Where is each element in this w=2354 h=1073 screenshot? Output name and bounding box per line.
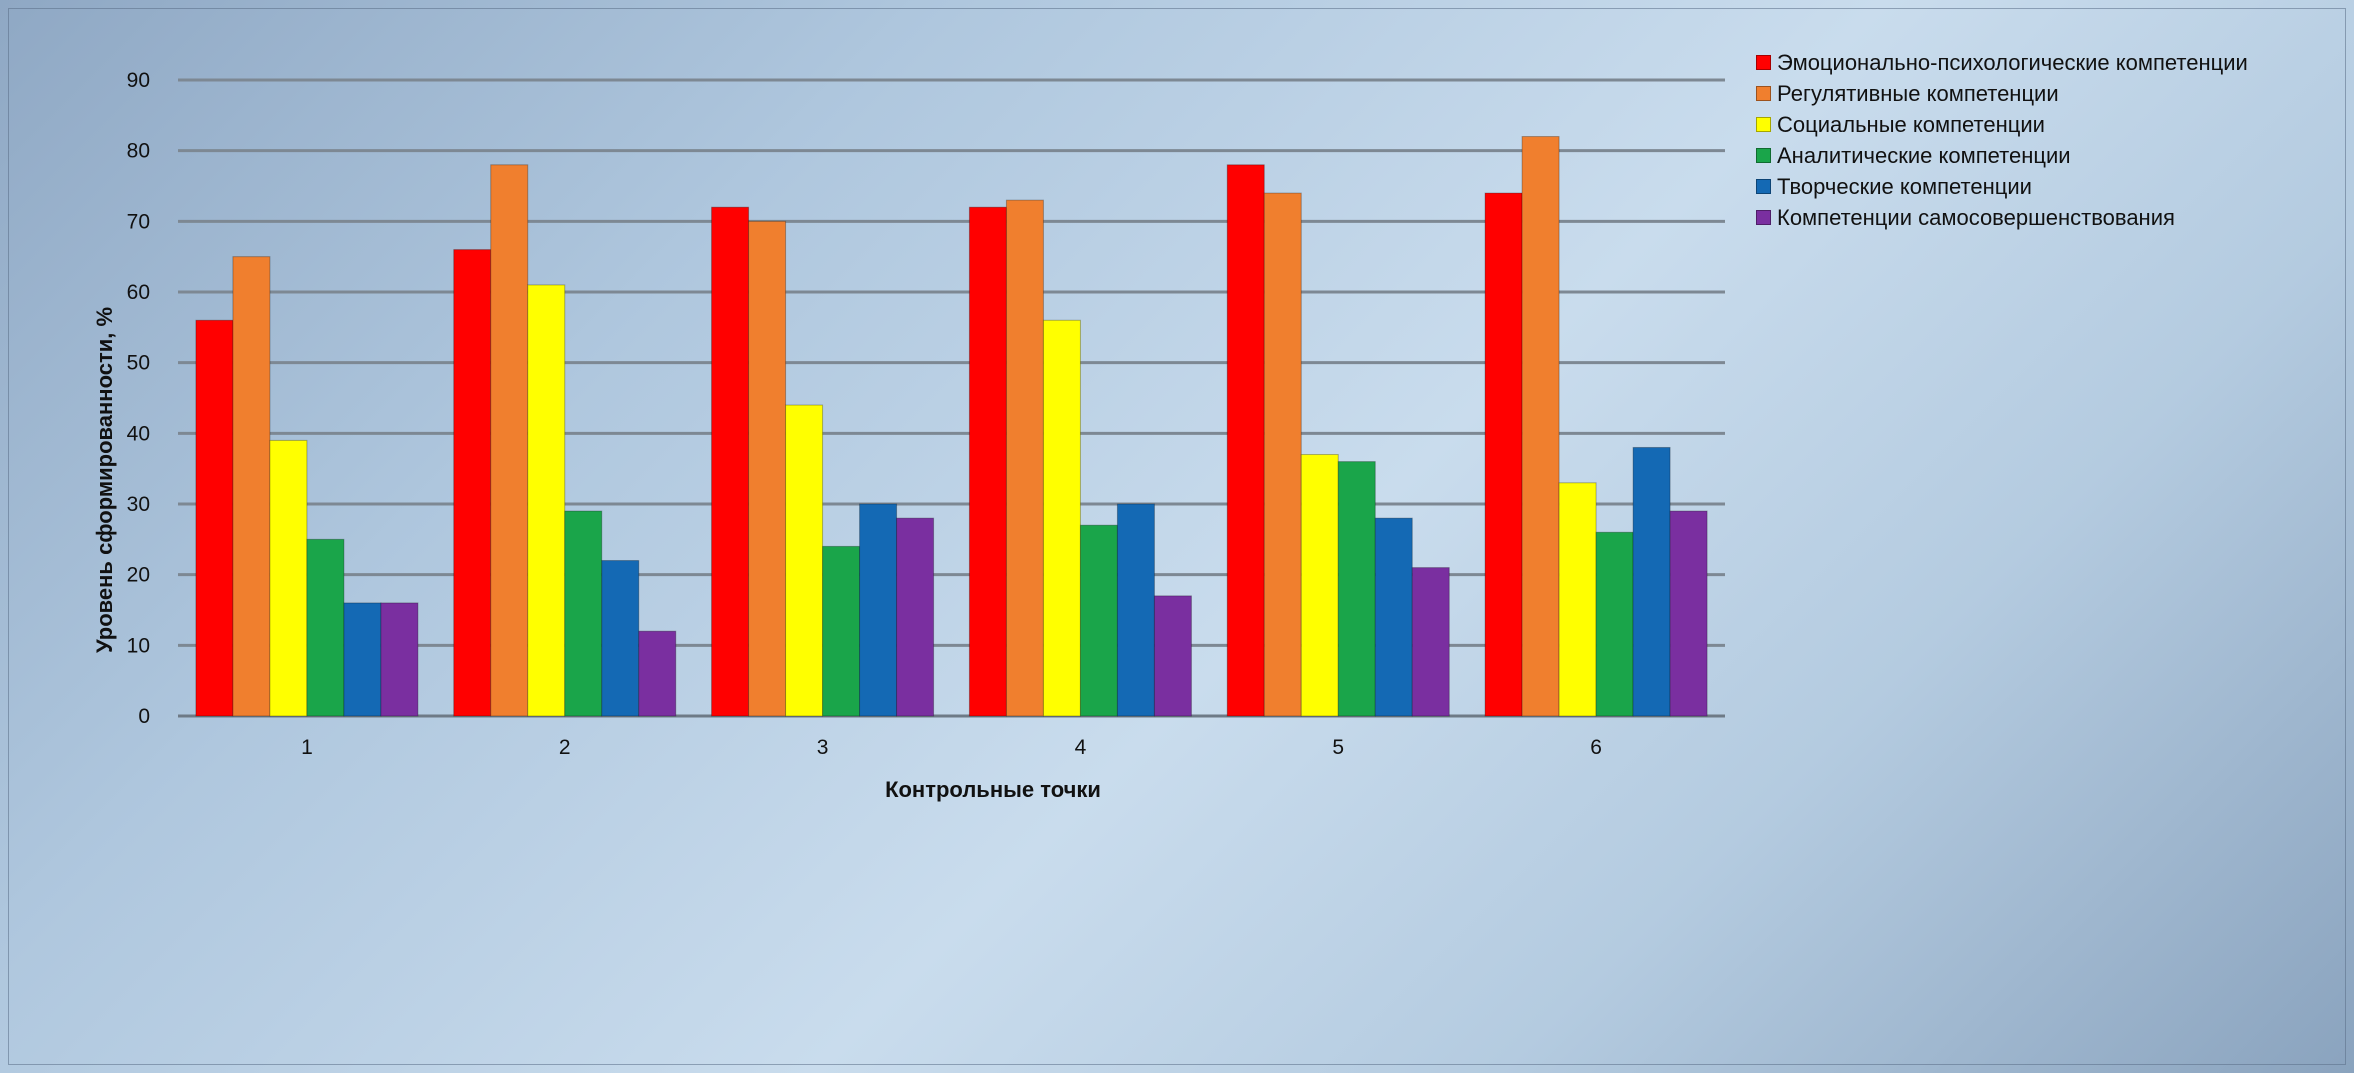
chart-frame <box>8 8 2346 1065</box>
bar <box>822 545 861 717</box>
y-tick-label: 50 <box>127 352 150 375</box>
x-tick-labels: 1 2 3 4 5 6 <box>301 736 1602 759</box>
legend-swatch <box>1756 86 1771 101</box>
bar <box>380 602 419 717</box>
x-tick-label: 2 <box>559 736 571 759</box>
legend-item: Творческие компетенции <box>1756 174 2316 199</box>
x-tick-label: 4 <box>1075 736 1087 759</box>
bar <box>601 560 640 717</box>
legend-label: Эмоционально-психологические компетенции <box>1777 50 2248 75</box>
bar <box>490 164 529 717</box>
bar <box>195 319 234 717</box>
legend-label: Социальные компетенции <box>1777 112 2045 137</box>
bar <box>711 206 750 717</box>
y-tick-label: 40 <box>127 422 150 445</box>
bar <box>1153 595 1192 717</box>
bars <box>195 136 1708 717</box>
bar <box>1079 524 1118 717</box>
bar <box>343 602 382 717</box>
bar <box>968 206 1007 717</box>
legend-swatch <box>1756 55 1771 70</box>
bar <box>527 284 566 717</box>
legend-label: Регулятивные компетенции <box>1777 81 2059 106</box>
bar <box>638 630 677 717</box>
legend: Эмоционально-психологические компетенции… <box>1756 50 2316 236</box>
y-tick-label: 90 <box>127 69 150 92</box>
bar <box>1042 319 1081 717</box>
x-tick-label: 1 <box>301 736 313 759</box>
legend-swatch <box>1756 117 1771 132</box>
legend-swatch <box>1756 179 1771 194</box>
legend-item: Регулятивные компетенции <box>1756 81 2316 106</box>
y-axis-title: Уровень сформированности, % <box>92 307 117 653</box>
legend-label: Творческие компетенции <box>1777 174 2032 199</box>
bar <box>1337 461 1376 717</box>
legend-swatch <box>1756 210 1771 225</box>
bar <box>1300 454 1339 717</box>
bar <box>1595 531 1634 717</box>
bar <box>269 439 308 717</box>
y-tick-label: 0 <box>138 705 150 728</box>
y-tick-label: 60 <box>127 281 150 304</box>
bar <box>1484 192 1523 717</box>
bar <box>1521 136 1560 717</box>
legend-item: Эмоционально-психологические компетенции <box>1756 50 2316 75</box>
bar <box>453 249 492 717</box>
bar <box>232 256 271 717</box>
bar <box>1411 567 1450 717</box>
legend-label: Аналитические компетенции <box>1777 143 2071 168</box>
legend-swatch <box>1756 148 1771 163</box>
gridlines <box>178 78 1725 718</box>
x-axis-title: Контрольные точки <box>885 777 1101 802</box>
x-tick-label: 5 <box>1332 736 1344 759</box>
legend-item: Социальные компетенции <box>1756 112 2316 137</box>
bar <box>306 538 345 717</box>
bar <box>1263 192 1302 717</box>
bar <box>859 503 898 717</box>
y-tick-label: 10 <box>127 634 150 657</box>
bar <box>1558 482 1597 717</box>
bar <box>1632 446 1671 717</box>
bar <box>1374 517 1413 717</box>
bar <box>785 404 824 717</box>
y-tick-labels: 0 10 20 30 40 50 60 70 80 90 <box>127 69 150 728</box>
bar <box>1226 164 1265 717</box>
y-tick-label: 20 <box>127 564 150 587</box>
bar <box>564 510 603 717</box>
y-tick-label: 80 <box>127 140 150 163</box>
y-tick-label: 30 <box>127 493 150 516</box>
bar <box>1005 199 1044 717</box>
x-tick-label: 3 <box>817 736 829 759</box>
y-tick-label: 70 <box>127 210 150 233</box>
bar <box>1669 510 1708 717</box>
bar <box>896 517 935 717</box>
legend-label: Компетенции самосовершенствования <box>1777 205 2175 230</box>
legend-item: Аналитические компетенции <box>1756 143 2316 168</box>
x-tick-label: 6 <box>1590 736 1602 759</box>
bar <box>1116 503 1155 717</box>
legend-item: Компетенции самосовершенствования <box>1756 205 2316 230</box>
bar <box>748 220 787 717</box>
